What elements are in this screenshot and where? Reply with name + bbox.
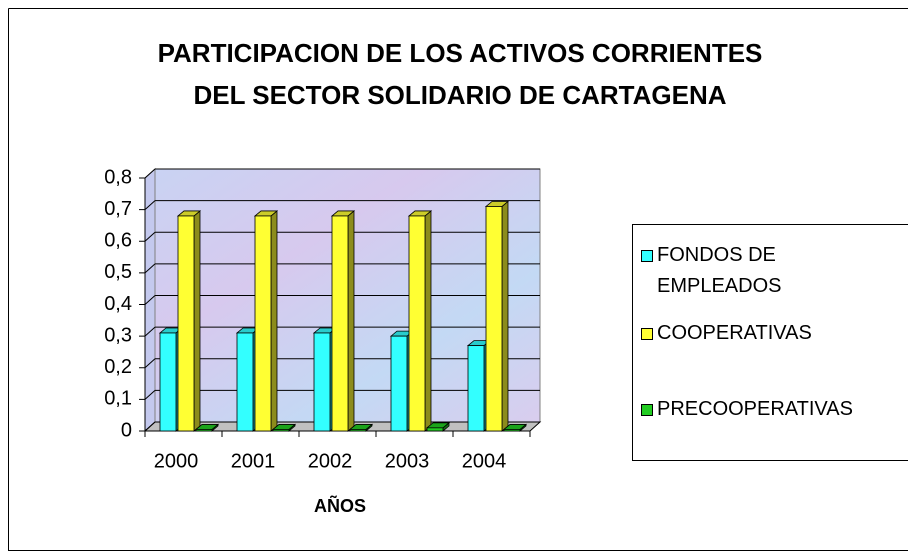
grid-line — [144, 295, 156, 305]
grid-line — [144, 390, 156, 400]
legend-swatch — [641, 404, 653, 416]
legend-swatch — [641, 250, 653, 262]
x-tick-label: 2004 — [462, 450, 507, 472]
legend-label: COOPERATIVAS — [657, 322, 812, 344]
bar — [313, 332, 331, 432]
legend-label: FONDOS DE EMPLEADOS — [657, 244, 782, 297]
bar-side — [270, 210, 278, 432]
bar — [467, 345, 485, 432]
chart-title: PARTICIPACION DE LOS ACTIVOS CORRIENTES — [158, 38, 763, 68]
grid-line — [144, 200, 156, 210]
y-tick-label: 0,4 — [104, 293, 132, 315]
bar — [485, 206, 503, 432]
y-tick-label: 0,8 — [104, 166, 132, 188]
x-tick-label: 2000 — [154, 450, 199, 472]
bar — [349, 429, 367, 432]
x-axis-label: AÑOS — [314, 495, 366, 516]
legend-item: COOPERATIVAS — [641, 318, 857, 349]
bar — [177, 215, 195, 432]
legend-item: PRECOOPERATIVAS — [641, 394, 857, 425]
legend-label: PRECOOPERATIVAS — [657, 398, 853, 420]
bar-side — [424, 210, 432, 432]
grid-line — [144, 421, 156, 432]
bar — [159, 332, 177, 432]
grid-line — [144, 326, 156, 337]
grid-line — [144, 263, 156, 274]
legend-box — [632, 224, 908, 461]
y-tick-label: 0,2 — [104, 356, 132, 378]
y-tick-label: 0,3 — [104, 324, 132, 346]
chart-title: DEL SECTOR SOLIDARIO DE CARTAGENA — [193, 80, 726, 110]
bar — [272, 429, 290, 432]
bar — [254, 215, 272, 432]
y-tick-label: 0,5 — [104, 261, 132, 283]
legend-item: FONDOS DE EMPLEADOS — [641, 240, 857, 302]
bar — [195, 429, 213, 432]
bar-side — [193, 210, 201, 432]
x-tick-label: 2001 — [231, 450, 276, 472]
y-tick-label: 0,6 — [104, 230, 132, 252]
bar — [236, 332, 254, 432]
bar — [426, 427, 444, 432]
bar — [503, 429, 521, 432]
grid-line — [144, 168, 156, 179]
grid-line — [144, 231, 156, 242]
x-tick-label: 2003 — [385, 450, 430, 472]
y-tick-label: 0,7 — [104, 198, 132, 220]
grid-line — [144, 358, 156, 369]
bar — [331, 215, 349, 432]
bar-side — [347, 210, 355, 432]
bar-side — [501, 200, 509, 432]
bar — [390, 335, 408, 432]
legend-swatch — [641, 328, 653, 340]
y-tick-label: 0,1 — [104, 388, 132, 410]
x-tick-label: 2002 — [308, 450, 353, 472]
bar — [408, 215, 426, 432]
y-tick-label: 0 — [121, 419, 132, 441]
